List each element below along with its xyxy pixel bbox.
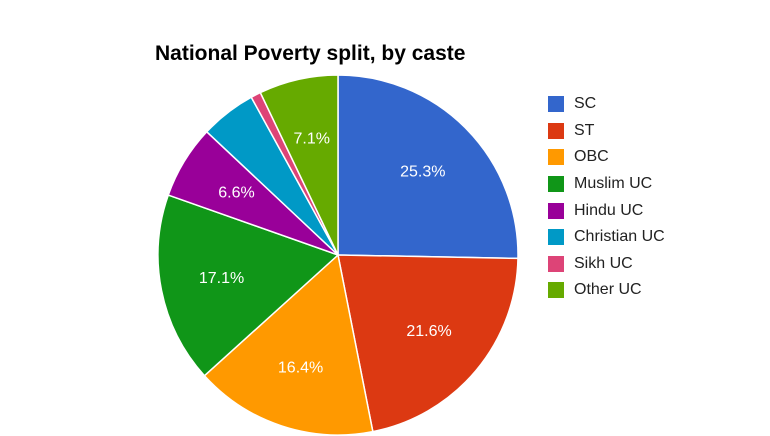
legend-label: Muslim UC	[574, 175, 653, 193]
legend-item: Muslim UC	[548, 171, 665, 198]
legend-swatch	[548, 122, 564, 139]
legend-swatch	[548, 202, 564, 219]
pie-slice-obc	[203, 253, 374, 436]
slice-value-label: 16.4%	[278, 359, 323, 376]
slice-value-label: 6.6%	[218, 185, 254, 202]
legend-swatch	[548, 96, 564, 113]
slice-value-label: 25.3%	[400, 163, 445, 180]
legend-label: Other UC	[574, 281, 642, 299]
pie-slice-other-uc	[259, 74, 339, 256]
legend-item: OBC	[548, 144, 665, 171]
legend-swatch	[548, 149, 564, 166]
pie-slice-sc	[337, 74, 519, 260]
legend-item: SC	[548, 91, 665, 118]
legend-label: ST	[574, 121, 595, 139]
legend-item: Christian UC	[548, 224, 665, 251]
legend-item: Hindu UC	[548, 197, 665, 224]
slice-value-label: 17.1%	[199, 270, 244, 287]
legend-swatch	[548, 282, 564, 299]
slice-value-label: 7.1%	[293, 131, 329, 148]
legend-label: Sikh UC	[574, 254, 633, 272]
legend-label: Christian UC	[574, 228, 665, 246]
slice-value-label: 21.6%	[406, 323, 451, 340]
legend-label: Hindu UC	[574, 201, 644, 219]
legend-label: OBC	[574, 148, 609, 166]
legend-label: SC	[574, 95, 597, 113]
legend-item: Other UC	[548, 277, 665, 304]
chart-title: National Poverty split, by caste	[155, 42, 466, 65]
legend-item: ST	[548, 118, 665, 145]
legend-swatch	[548, 229, 564, 246]
legend-swatch	[548, 176, 564, 193]
pie-slice-st	[337, 254, 519, 433]
legend-item: Sikh UC	[548, 251, 665, 278]
legend-swatch	[548, 255, 564, 272]
pie-slice-muslim-uc	[157, 194, 340, 377]
chart-legend: SC ST OBC Muslim UC Hindu UC Christian UC Sikh…	[548, 91, 665, 304]
